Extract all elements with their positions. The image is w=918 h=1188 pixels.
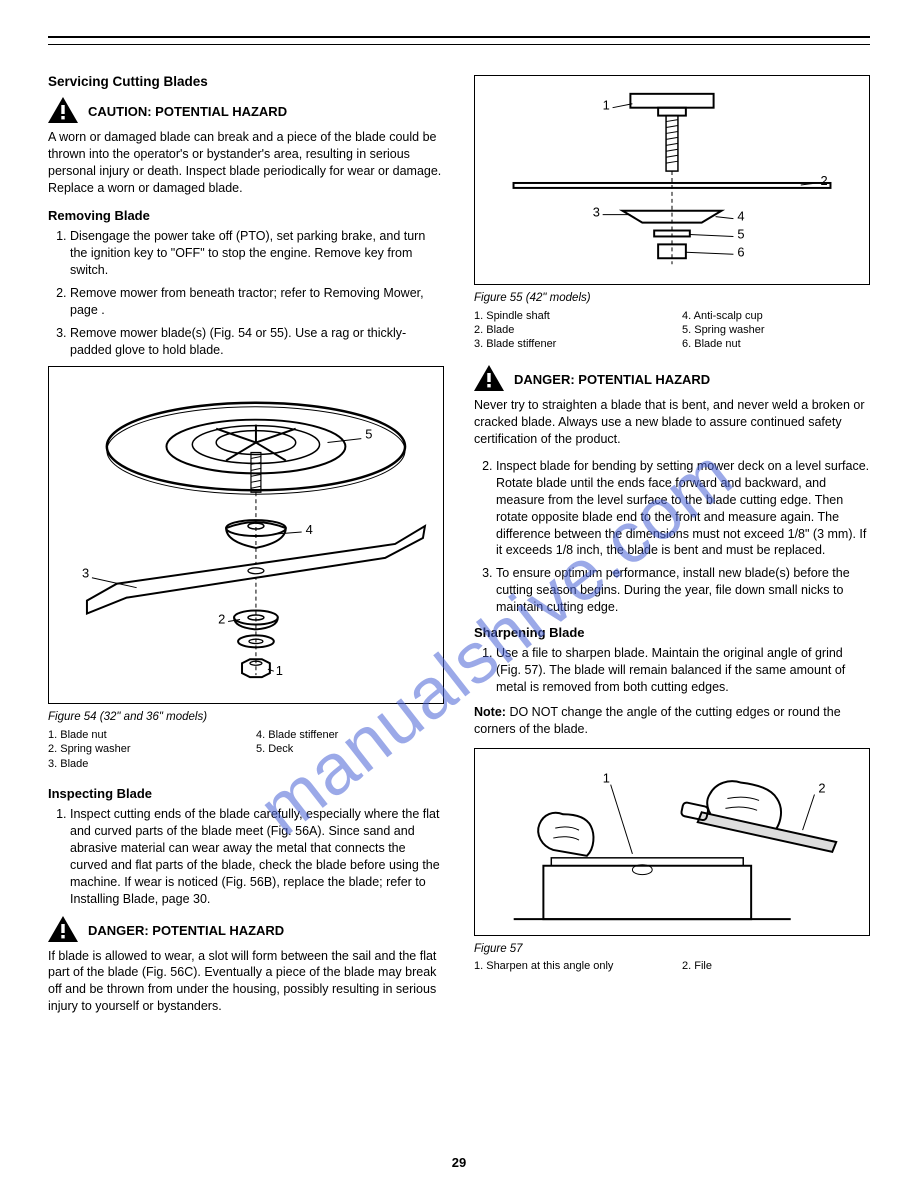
figure-54: 3 4 5 2 1 [48,366,444,704]
fig54-callout-5: 5 [365,427,372,442]
figure-55-legend: 1. Spindle shaft 2. Blade 3. Blade stiff… [474,309,870,352]
fig57-callout-2: 2 [818,780,825,795]
warning-triangle-icon [48,916,78,942]
figure-55-svg: 1 2 3 4 5 6 [475,76,869,284]
fig54-callout-2: 2 [218,612,225,627]
legend-item: 4. Blade stiffener [256,728,444,742]
note-label: Note: [474,705,506,719]
note-body: DO NOT change the angle of the cutting e… [474,705,841,736]
step: Remove mower from beneath tractor; refer… [70,285,444,319]
figure-57: 1 2 [474,748,870,936]
inspecting-blade-heading: Inspecting Blade [48,785,444,803]
page-number: 29 [0,1155,918,1170]
legend-item: 2. Blade [474,323,662,337]
inspecting-blade-steps-cont: Inspect blade for bending by setting mow… [474,458,870,616]
figure-54-caption: Figure 54 (32" and 36" models) [48,710,444,726]
right-column: 1 2 3 4 5 6 Figure 55 (42" models) 1. Sp… [474,67,870,1025]
step: Inspect cutting ends of the blade carefu… [70,806,444,907]
figure-54-legend: 1. Blade nut 2. Spring washer 3. Blade 4… [48,728,444,771]
fig54-callout-3: 3 [82,566,89,581]
legend-item: 4. Anti-scalp cup [682,309,870,323]
sharpening-blade-heading: Sharpening Blade [474,624,870,642]
sharpening-steps: Use a file to sharpen blade. Maintain th… [474,645,870,696]
fig55-callout-1: 1 [603,98,610,113]
legend-item: 2. File [682,959,870,973]
caution-label: CAUTION: POTENTIAL HAZARD [88,97,287,121]
content-columns: Servicing Cutting Blades CAUTION: POTENT… [48,67,870,1025]
warning-triangle-icon [474,365,504,391]
caution-body: A worn or damaged blade can break and a … [48,129,444,197]
step: To ensure optimum performance, install n… [496,565,870,616]
caution-block: CAUTION: POTENTIAL HAZARD [48,97,444,123]
fig57-callout-1: 1 [603,770,610,785]
fig55-callout-5: 5 [737,226,744,241]
removing-blade-steps: Disengage the power take off (PTO), set … [48,228,444,358]
legend-item: 5. Deck [256,742,444,756]
legend-item: 6. Blade nut [682,337,870,351]
step: Inspect blade for bending by setting mow… [496,458,870,559]
step: Remove mower blade(s) (Fig. 54 or 55). U… [70,325,444,359]
figure-55-caption: Figure 55 (42" models) [474,291,870,307]
fig55-callout-4: 4 [737,209,744,224]
danger-body: If blade is allowed to wear, a slot will… [48,948,444,1016]
legend-item: 5. Spring washer [682,323,870,337]
figure-57-svg: 1 2 [475,749,869,935]
danger-block-left: DANGER: POTENTIAL HAZARD [48,916,444,942]
legend-item: 1. Blade nut [48,728,236,742]
section-heading: Servicing Cutting Blades [48,73,444,91]
fig55-callout-3: 3 [593,205,600,220]
legend-item: 3. Blade [48,757,236,771]
danger-block-right: DANGER: POTENTIAL HAZARD [474,365,870,391]
danger-label: DANGER: POTENTIAL HAZARD [514,365,710,389]
step: Use a file to sharpen blade. Maintain th… [496,645,870,696]
figure-54-svg: 3 4 5 2 1 [49,367,443,703]
legend-item: 1. Sharpen at this angle only [474,959,662,973]
left-column: Servicing Cutting Blades CAUTION: POTENT… [48,67,444,1025]
figure-57-caption: Figure 57 [474,942,870,958]
figure-57-legend: 1. Sharpen at this angle only 2. File [474,959,870,973]
legend-item: 1. Spindle shaft [474,309,662,323]
figure-55: 1 2 3 4 5 6 [474,75,870,285]
top-rule-thin [48,44,870,45]
danger-label: DANGER: POTENTIAL HAZARD [88,916,284,940]
top-rule-thick [48,36,870,38]
legend-item: 2. Spring washer [48,742,236,756]
inspecting-blade-steps: Inspect cutting ends of the blade carefu… [48,806,444,907]
warning-triangle-icon [48,97,78,123]
danger-body: Never try to straighten a blade that is … [474,397,870,448]
step: Disengage the power take off (PTO), set … [70,228,444,279]
fig54-callout-4: 4 [306,522,313,537]
fig55-callout-2: 2 [821,173,828,188]
note-paragraph: Note: DO NOT change the angle of the cut… [474,704,870,738]
legend-item: 3. Blade stiffener [474,337,662,351]
removing-blade-heading: Removing Blade [48,207,444,225]
fig54-callout-1: 1 [276,664,283,679]
fig55-callout-6: 6 [737,244,744,259]
